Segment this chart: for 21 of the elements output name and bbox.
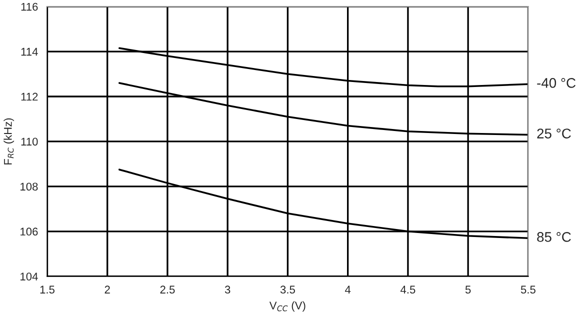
x-tick-label: 1.5 <box>40 286 54 294</box>
y-axis-title: F$_{RC}$ (kHz) <box>4 118 14 164</box>
x-axis-title: V$_{CC}$ (V) <box>269 301 306 312</box>
x-tick-label: 5.5 <box>520 286 536 294</box>
y-tick-label: 108 <box>20 182 38 191</box>
series-label: -40 °C <box>537 78 576 88</box>
x-tick-label: 2.5 <box>160 286 175 294</box>
y-tick-label: 106 <box>20 228 38 236</box>
y-tick-label: 116 <box>21 2 38 11</box>
x-tick-label: 4.5 <box>400 286 416 294</box>
x-tick-label: 2 <box>104 286 110 294</box>
y-tick-label: 114 <box>21 48 38 56</box>
y-tick-label: 110 <box>21 138 38 146</box>
x-tick-label: 4 <box>345 286 351 294</box>
series-label: 25 °C <box>537 128 571 138</box>
series-label: 85 °C <box>537 232 571 242</box>
y-tick-label: 112 <box>21 92 38 101</box>
x-tick-label: 3 <box>224 286 230 294</box>
y-tick-label: 104 <box>20 272 38 280</box>
x-tick-label: 3.5 <box>280 286 295 294</box>
x-tick-label: 5 <box>465 286 471 294</box>
